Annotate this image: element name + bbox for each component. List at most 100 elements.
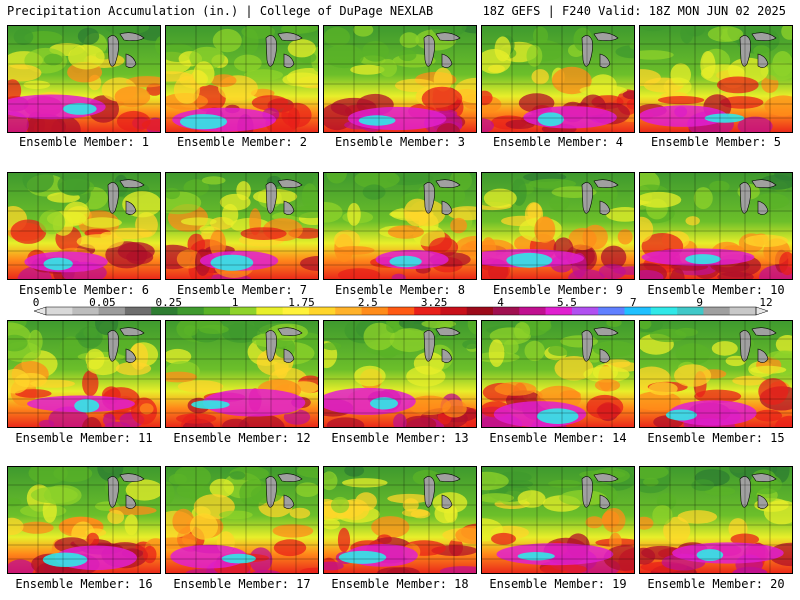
ensemble-map-panel [323,25,477,133]
state-borders [482,173,634,279]
state-borders [8,173,160,279]
ensemble-member-label: Ensemble Member: 19 [489,577,627,591]
colorbar-swatch [493,307,520,315]
colorbar-swatch [177,307,205,315]
colorbar-right-arrow [755,306,769,316]
precip-map [324,26,476,132]
colorbar-swatch [440,307,468,315]
state-borders [482,321,634,427]
colorbar-scale [33,306,769,316]
colorbar-swatch [361,307,389,315]
ensemble-map-panel [7,320,161,428]
precip-map [166,173,318,279]
colorbar-swatch [387,307,415,315]
state-borders [8,321,160,427]
precip-map [166,321,318,427]
colorbar-swatch [703,307,731,315]
ensemble-member-label: Ensemble Member: 16 [15,577,153,591]
colorbar-labels: 0 0.05 0.25 1 1.75 2.5 3.25 4 5.5 7 9 12 [0,297,800,308]
ensemble-member-label: Ensemble Member: 5 [650,135,782,149]
ensemble-map-panel [323,320,477,428]
colorbar-swatch [230,307,257,315]
ensemble-map-panel [481,466,635,574]
precip-map [324,467,476,573]
state-borders [324,467,476,573]
precip-map [640,173,792,279]
precip-map [640,467,792,573]
state-borders [640,26,792,132]
ensemble-member-label: Ensemble Member: 14 [489,431,627,445]
state-borders [640,467,792,573]
ensemble-map-panel [323,466,477,574]
ensemble-map-panel [639,172,793,280]
colorbar-swatch [308,307,336,315]
colorbar-swatch [729,307,757,315]
colorbar-tick-label: 9 [696,296,703,309]
state-borders [482,467,634,573]
ensemble-map-panel [165,466,319,574]
colorbar-swatch [256,307,283,315]
ensemble-map-panel [481,172,635,280]
colorbar-tick-label: 4 [497,296,504,309]
colorbar-swatch [545,307,573,315]
ensemble-member-label: Ensemble Member: 9 [492,283,624,297]
ensemble-map-panel [639,25,793,133]
colorbar-tick-label: 1.75 [288,296,315,309]
state-borders [8,467,160,573]
colorbar-tick-label: 5.5 [556,296,577,309]
state-borders [8,26,160,132]
state-borders [166,467,318,573]
ensemble-map-panel [7,172,161,280]
ensemble-member-label: Ensemble Member: 17 [173,577,311,591]
ensemble-member-label: Ensemble Member: 11 [15,431,153,445]
ensemble-member-label: Ensemble Member: 8 [334,283,466,297]
ensemble-map-panel [481,320,635,428]
colorbar-tick-label: 7 [629,296,637,309]
colorbar-tick-label: 2.5 [357,296,378,309]
colorbar-swatch [466,307,494,315]
precip-map [640,321,792,427]
precip-map [8,321,160,427]
precip-map [324,173,476,279]
colorbar-left-arrow [33,306,47,316]
ensemble-map-panel [7,466,161,574]
ensemble-member-label: Ensemble Member: 15 [647,431,785,445]
ensemble-member-label: Ensemble Member: 6 [18,283,150,297]
ensemble-map-panel [7,25,161,133]
precip-map [482,467,634,573]
colorbar-swatch [124,307,152,315]
colorbar: 0 0.05 0.25 1 1.75 2.5 3.25 4 5.5 7 9 12 [0,297,800,319]
precip-map [166,467,318,573]
colorbar-swatch [203,307,231,315]
map-title: Precipitation Accumulation (in.) | Colle… [7,4,434,18]
ensemble-member-label: Ensemble Member: 2 [176,135,308,149]
precip-map [482,26,634,132]
state-borders [640,321,792,427]
colorbar-swatch [519,307,546,315]
ensemble-member-label: Ensemble Member: 20 [647,577,785,591]
precip-map [8,26,160,132]
precip-map [482,321,634,427]
precip-map [166,26,318,132]
ensemble-map-panel [639,320,793,428]
ensemble-map-panel [639,466,793,574]
colorbar-tick-label: 12 [759,296,773,309]
ensemble-member-label: Ensemble Member: 10 [647,283,785,297]
ensemble-member-label: Ensemble Member: 12 [173,431,311,445]
ensemble-member-label: Ensemble Member: 7 [176,283,308,297]
precip-map [482,173,634,279]
colorbar-swatch [282,307,310,315]
colorbar-tick-label: 0 [32,296,40,309]
run-info: 18Z GEFS | F240 Valid: 18Z MON JUN 02 20… [482,4,786,18]
state-borders [324,321,476,427]
state-borders [482,26,634,132]
colorbar-swatch [46,307,73,315]
ensemble-map-panel [165,172,319,280]
precip-map [640,26,792,132]
ensemble-map-panel [323,172,477,280]
state-borders [324,26,476,132]
state-borders [166,26,318,132]
ensemble-map-panel [165,25,319,133]
state-borders [166,321,318,427]
colorbar-swatch [151,307,178,315]
